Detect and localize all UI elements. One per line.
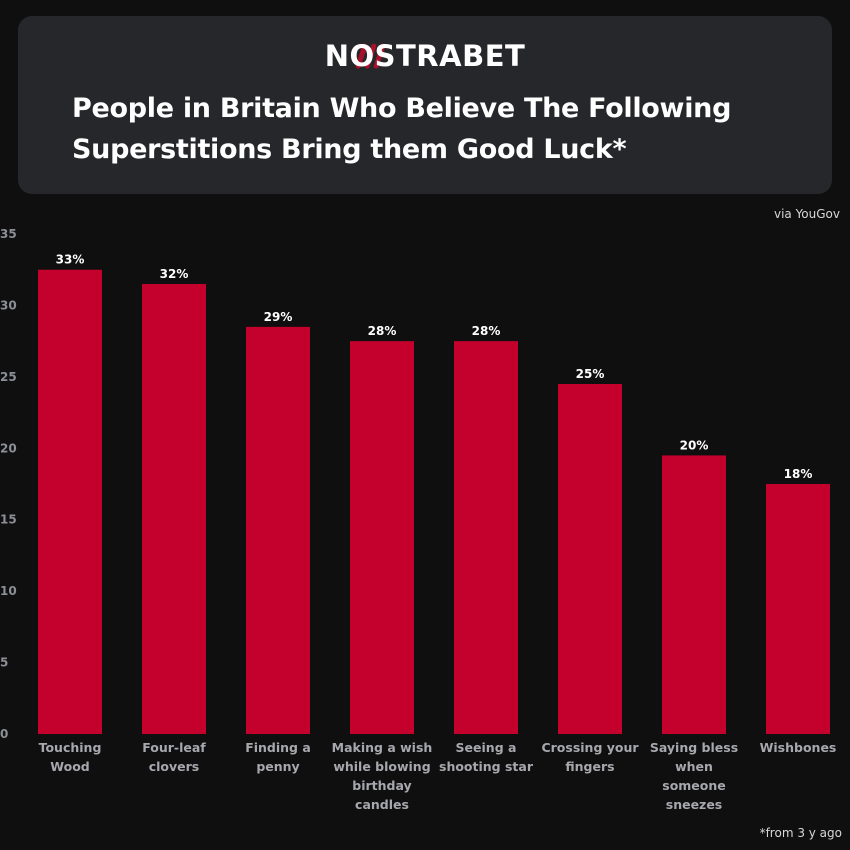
bar <box>558 384 622 734</box>
footnote: *from 3 y ago <box>759 826 842 840</box>
bar <box>142 284 206 734</box>
brand-logo: NOSTRABET <box>18 38 832 72</box>
x-tick-label: Crossing your <box>541 740 639 755</box>
y-tick-label: 10 <box>0 584 17 598</box>
x-tick-label: Finding a <box>245 740 311 755</box>
data-label: 18% <box>784 467 813 481</box>
data-label: 28% <box>472 324 501 338</box>
source-note: via YouGov <box>773 207 840 221</box>
y-tick-label: 30 <box>0 298 17 312</box>
x-tick-label: someone <box>662 778 726 793</box>
bar <box>38 269 102 734</box>
x-tick-label: sneezes <box>666 797 723 812</box>
y-tick-label: 25 <box>0 370 17 384</box>
x-tick-label: shooting star <box>439 759 534 774</box>
bar <box>766 484 830 734</box>
bar <box>662 455 726 734</box>
data-label: 29% <box>264 310 293 324</box>
x-tick-label: Touching <box>39 740 102 755</box>
brand-name: NOSTRABET <box>325 39 526 72</box>
logo-stripes <box>355 43 386 69</box>
y-tick-label: 0 <box>0 727 8 741</box>
x-tick-label: penny <box>256 759 299 774</box>
x-tick-label: Saying bless <box>650 740 738 755</box>
x-tick-label: fingers <box>565 759 614 774</box>
data-label: 20% <box>680 438 709 452</box>
x-tick-label: Seeing a <box>456 740 517 755</box>
data-label: 25% <box>576 367 605 381</box>
bar <box>246 326 310 734</box>
page-title: People in Britain Who Believe The Follow… <box>72 93 732 165</box>
bar <box>350 341 414 734</box>
header-card: NOSTRABET People in Britain Who Believe … <box>18 16 832 194</box>
data-label: 33% <box>56 253 85 267</box>
x-tick-label: Making a wish <box>332 740 433 755</box>
y-tick-label: 35 <box>0 227 17 241</box>
x-tick-label: Four-leaf <box>142 740 206 755</box>
y-tick-label: 20 <box>0 441 17 455</box>
x-tick-label: birthday <box>352 778 411 793</box>
x-tick-label: candles <box>355 797 409 812</box>
x-tick-label: Wishbones <box>760 740 837 755</box>
x-tick-label: while blowing <box>333 759 430 774</box>
data-label: 32% <box>160 267 189 281</box>
bar <box>454 341 518 734</box>
x-tick-label: Wood <box>50 759 89 774</box>
y-tick-label: 5 <box>0 656 8 670</box>
x-tick-label: clovers <box>149 759 200 774</box>
nostrabet-logo-icon: NOSTRABET <box>325 39 526 72</box>
data-label: 28% <box>368 324 397 338</box>
x-tick-label: when <box>675 759 713 774</box>
y-tick-label: 15 <box>0 513 17 527</box>
